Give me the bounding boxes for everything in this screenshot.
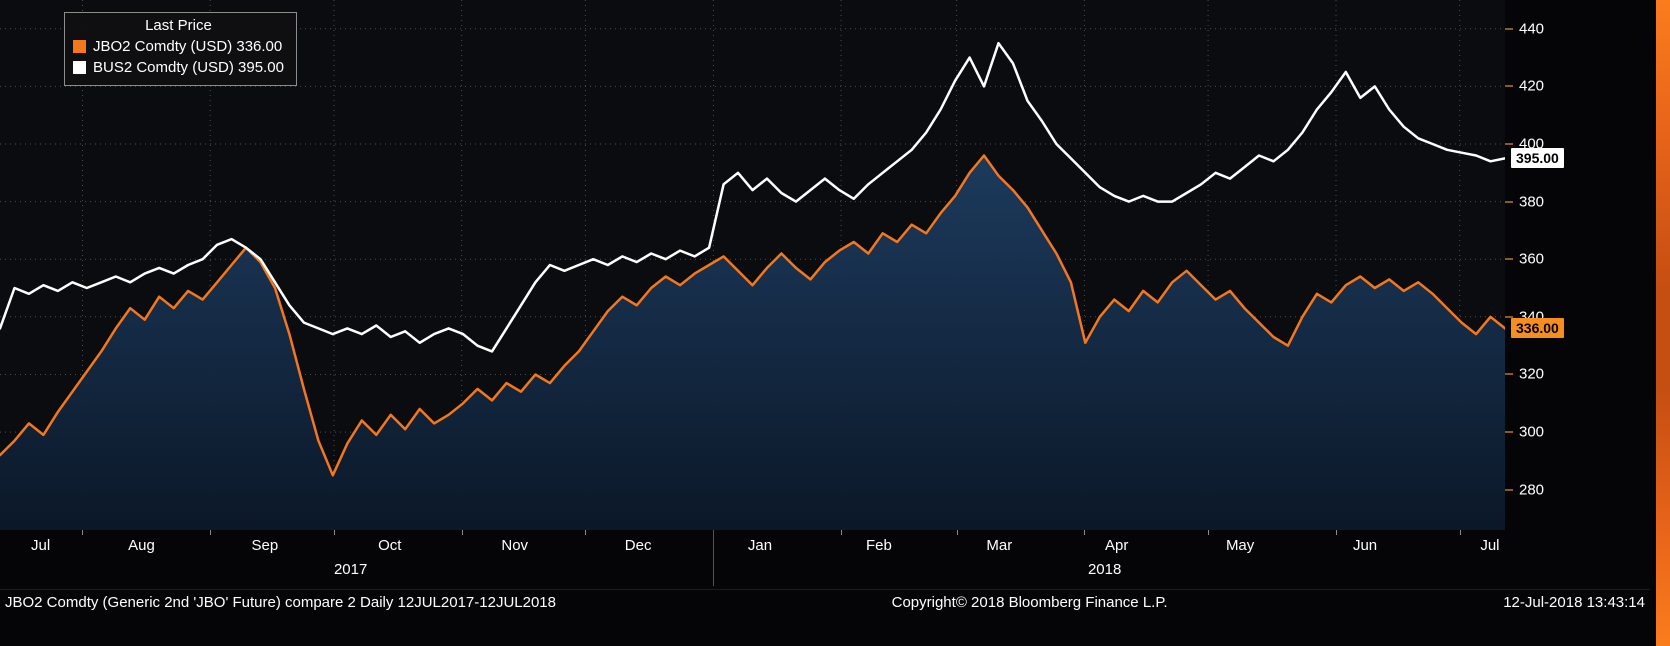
footer-timestamp: 12-Jul-2018 13:43:14 (1503, 594, 1645, 611)
month-label-6-jan: Jan (747, 537, 773, 554)
last-price-badge-jbo2: 336.00 (1511, 318, 1564, 339)
bus2-series-swatch (73, 61, 86, 74)
y-tick-mark-420 (1505, 85, 1513, 88)
y-tick-label-420: 420 (1519, 77, 1545, 95)
y-tick-mark-280 (1505, 488, 1513, 491)
y-tick-label-300: 300 (1519, 423, 1545, 441)
year-label-2017: 2017 (333, 561, 368, 578)
y-tick-mark-380 (1505, 200, 1513, 203)
price-chart[interactable] (0, 0, 1505, 530)
year-label-2018: 2018 (1087, 561, 1122, 578)
x-tick-mark-9 (1208, 530, 1210, 535)
x-tick-mark-8 (1084, 530, 1086, 535)
month-label-5-dec: Dec (624, 537, 652, 554)
footer-copyright: Copyright© 2018 Bloomberg Finance L.P. (891, 594, 1168, 611)
legend-item-bus2[interactable]: BUS2 Comdty (USD) 395.00 (73, 57, 284, 78)
y-tick-label-440: 440 (1519, 20, 1545, 38)
x-tick-mark-3 (461, 530, 463, 535)
y-tick-mark-440 (1505, 27, 1513, 30)
y-axis[interactable]: 280 300 320 340 360 380 400 420 440 336.00 395.00 (1505, 0, 1656, 530)
jbo2-series-swatch (73, 40, 86, 53)
footer-security-description: JBO2 Comdty (Generic 2nd 'JBO' Future) c… (5, 594, 556, 611)
bus2-series-label: BUS2 Comdty (USD) 395.00 (93, 59, 284, 76)
x-tick-mark-0 (82, 530, 84, 535)
legend-item-jbo2[interactable]: JBO2 Comdty (USD) 336.00 (73, 36, 284, 57)
legend: Last Price JBO2 Comdty (USD) 336.00 BUS2… (64, 12, 297, 86)
y-tick-mark-400 (1505, 143, 1513, 146)
month-label-7-feb: Feb (865, 537, 892, 554)
month-label-11-jun: Jun (1352, 537, 1378, 554)
y-tick-label-360: 360 (1519, 250, 1545, 268)
x-tick-mark-2 (333, 530, 335, 535)
x-tick-mark-4 (585, 530, 587, 535)
last-price-badge-bus2: 395.00 (1511, 148, 1564, 169)
year-divider (713, 530, 715, 586)
y-tick-label-320: 320 (1519, 365, 1545, 383)
month-label-10-may: May (1225, 537, 1255, 554)
plot-area[interactable]: Last Price JBO2 Comdty (USD) 336.00 BUS2… (0, 0, 1505, 530)
y-tick-label-400: 400 (1519, 135, 1545, 153)
x-tick-mark-11 (1459, 530, 1461, 535)
month-label-3-oct: Oct (378, 537, 402, 554)
month-label-12-jul: Jul (1480, 537, 1500, 554)
month-label-1-aug: Aug (128, 537, 155, 554)
x-axis[interactable]: Jul Aug Sep Oct Nov Dec Jan Feb Mar Apr May Jun Jul 2… (0, 530, 1505, 588)
x-tick-mark-1 (210, 530, 212, 535)
y-tick-label-280: 280 (1519, 481, 1545, 499)
footer-bar: JBO2 Comdty (Generic 2nd 'JBO' Future) c… (0, 589, 1650, 615)
month-label-9-apr: Apr (1105, 537, 1129, 554)
series-line-bus2[interactable] (0, 41, 1505, 353)
x-tick-mark-7 (956, 530, 958, 535)
y-tick-mark-360 (1505, 258, 1513, 261)
y-tick-mark-340 (1505, 315, 1513, 318)
right-scroll-strip[interactable] (1656, 0, 1670, 646)
y-tick-label-380: 380 (1519, 193, 1545, 211)
x-tick-mark-6 (841, 530, 843, 535)
month-label-8-mar: Mar (986, 537, 1013, 554)
month-label-2-sep: Sep (251, 537, 279, 554)
jbo2-series-label: JBO2 Comdty (USD) 336.00 (93, 38, 283, 55)
x-tick-mark-10 (1335, 530, 1337, 535)
y-tick-mark-300 (1505, 431, 1513, 434)
jbo2-area-fill (0, 155, 1505, 530)
y-tick-mark-320 (1505, 373, 1513, 376)
legend-title: Last Price (145, 17, 212, 34)
month-label-4-nov: Nov (501, 537, 529, 554)
month-label-0-jul: Jul (31, 537, 51, 554)
